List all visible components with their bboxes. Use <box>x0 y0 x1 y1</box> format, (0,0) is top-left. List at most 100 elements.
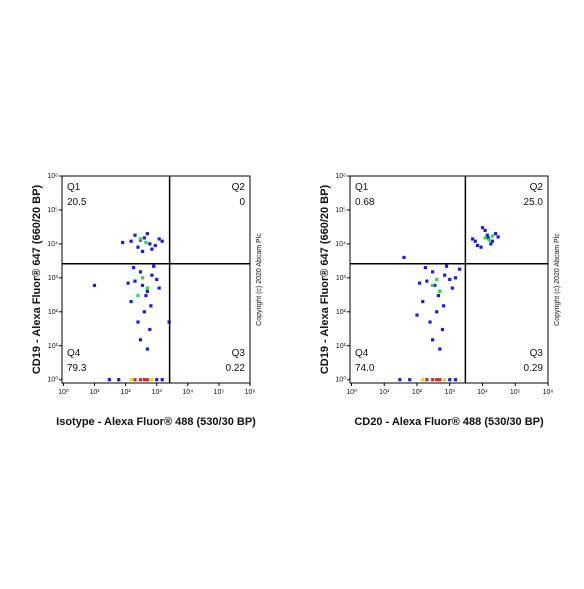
event-dot <box>144 240 148 245</box>
plot-frame <box>61 175 251 384</box>
y-tick-label: 10¹ <box>336 343 347 350</box>
event-dot <box>442 304 446 308</box>
event-dot <box>438 378 442 382</box>
event-dot <box>435 310 439 314</box>
event-dot <box>138 378 143 382</box>
quadrant-percent: 79.3 <box>67 363 87 374</box>
event-dot <box>408 378 412 382</box>
event-dot <box>486 236 490 240</box>
quadrant-percent: 74.0 <box>355 363 375 374</box>
quadrant-name: Q4 <box>67 348 81 359</box>
event-dot <box>145 347 149 351</box>
event-dot <box>140 283 145 287</box>
event-dot <box>475 243 480 248</box>
x-tick-label: 10¹ <box>379 389 390 396</box>
event-dot <box>448 378 452 382</box>
event-dot <box>142 310 146 314</box>
copyright: Copyright (c) 2020 Abcam Plc <box>256 233 263 326</box>
event-dot <box>150 273 154 277</box>
event-dot <box>415 313 419 317</box>
event-dot <box>483 228 487 232</box>
quadrant-percent: 0 <box>239 197 245 208</box>
y-tick-label: 10⁵ <box>47 207 58 214</box>
event-dot <box>485 233 489 237</box>
event-dot <box>402 255 406 260</box>
event-dot <box>136 320 140 324</box>
event-dot <box>133 279 137 283</box>
event-dot <box>453 276 458 280</box>
event-dot <box>417 281 422 285</box>
event-dot <box>490 234 494 238</box>
event-dot <box>155 277 159 282</box>
event-dot <box>142 236 146 240</box>
x-tick-label: 10³ <box>445 389 456 396</box>
x-tick-label: 10² <box>121 389 132 396</box>
event-dot <box>450 286 454 290</box>
event-dot <box>487 238 491 242</box>
event-dot <box>157 237 161 241</box>
x-axis-label: Isotype - Alexa Fluor® 488 (530/30 BP) <box>56 416 256 428</box>
y-tick-label: 10⁴ <box>47 241 58 248</box>
quadrant-name: Q1 <box>355 182 369 193</box>
x-tick-label: 10⁴ <box>182 389 193 396</box>
event-dot <box>489 242 493 246</box>
y-tick-label: 10⁵ <box>335 207 346 214</box>
event-dot <box>493 232 498 236</box>
quadrant-percent: 0.68 <box>355 197 375 208</box>
event-dot <box>425 378 429 382</box>
event-dot <box>448 277 452 282</box>
quadrant-name: Q3 <box>530 348 544 359</box>
copyright: Copyright (c) 2020 Abcam Plc <box>554 233 561 326</box>
event-dot <box>129 239 133 243</box>
event-dot <box>453 378 458 382</box>
event-dot <box>153 243 157 248</box>
event-dot <box>140 249 145 254</box>
event-dot <box>145 289 149 293</box>
y-tick-label: 10⁶ <box>47 173 58 180</box>
x-tick-label: 10¹ <box>89 389 100 396</box>
event-dot <box>479 245 483 249</box>
quadrant-percent: 0.29 <box>524 363 544 374</box>
event-dot <box>155 378 159 382</box>
plot-frame <box>349 175 549 384</box>
event-dot <box>136 245 140 249</box>
x-tick-label: 10⁶ <box>543 389 554 396</box>
y-tick-label: 10⁴ <box>335 241 346 248</box>
y-tick-label: 10³ <box>336 275 347 282</box>
x-tick-label: 10⁰ <box>346 388 357 396</box>
quadrant-percent: 0.22 <box>226 363 246 374</box>
quadrant-percent: 20.5 <box>67 197 87 208</box>
y-tick-label: 10² <box>48 309 59 316</box>
y-axis-label: CD19 - Alexa Fluor® 647 (660/20 BP) <box>319 185 331 375</box>
event-dot <box>458 267 462 271</box>
event-dot <box>107 378 111 382</box>
event-dot <box>142 378 146 382</box>
x-tick-label: 10³ <box>152 389 163 396</box>
event-dot <box>435 378 439 382</box>
event-dot <box>483 236 487 240</box>
event-dot <box>496 235 500 239</box>
x-tick-label: 10⁰ <box>58 388 69 396</box>
event-dot <box>145 378 149 382</box>
event-dot <box>421 299 425 304</box>
y-tick-label: 10⁰ <box>47 376 58 384</box>
y-tick-label: 10³ <box>48 275 59 282</box>
quadrant-name: Q1 <box>67 182 81 193</box>
x-tick-label: 10⁴ <box>477 389 488 396</box>
event-dot <box>117 378 121 382</box>
event-dot <box>133 378 137 382</box>
event-dot <box>471 237 475 241</box>
event-dot <box>431 378 435 382</box>
event-dot <box>157 286 161 290</box>
event-dot <box>443 273 447 277</box>
event-dot <box>423 266 427 270</box>
event-dot <box>421 378 425 382</box>
event-dot <box>136 294 140 298</box>
event-dot <box>473 239 477 243</box>
event-dot <box>444 264 449 268</box>
event-dot <box>431 270 435 274</box>
event-dot <box>160 239 164 243</box>
y-tick-label: 10¹ <box>48 343 59 350</box>
event-dot <box>431 283 435 287</box>
